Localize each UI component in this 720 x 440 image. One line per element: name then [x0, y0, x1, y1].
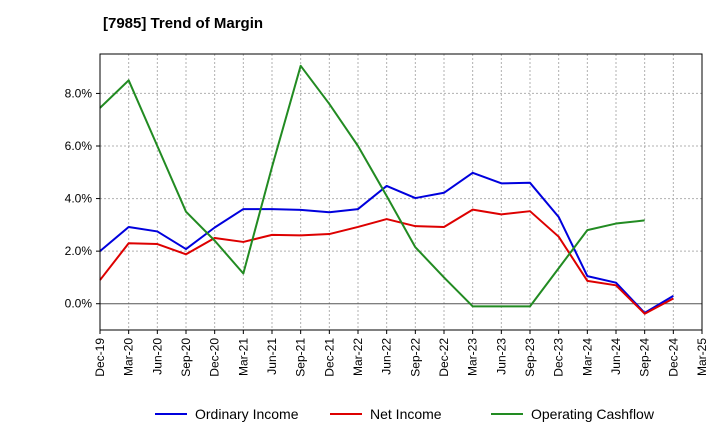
y-tick-label: 0.0% [65, 297, 93, 311]
x-tick-label: Dec-24 [666, 338, 680, 377]
y-tick-label: 2.0% [65, 244, 93, 258]
x-tick-label: Dec-23 [552, 338, 566, 377]
legend-label-operating-cashflow: Operating Cashflow [531, 406, 655, 422]
x-tick-label: Dec-20 [208, 338, 222, 377]
y-axis-ticks: 0.0% 2.0% 4.0% 6.0% 8.0% [65, 86, 100, 311]
legend: Ordinary Income Net Income Operating Cashf… [155, 406, 655, 422]
x-tick-label: Dec-21 [322, 338, 336, 377]
x-tick-label: Dec-22 [437, 338, 451, 377]
series-line-operating-cashflow [99, 64, 645, 308]
x-tick-label: Mar-22 [351, 338, 365, 376]
x-tick-label: Sep-24 [638, 338, 652, 377]
y-tick-label: 6.0% [65, 139, 93, 153]
x-tick-label: Jun-24 [609, 338, 623, 375]
x-tick-label: Jun-21 [265, 338, 279, 375]
legend-label-ordinary-income: Ordinary Income [195, 406, 299, 422]
x-tick-label: Jun-20 [150, 338, 164, 375]
x-tick-label: Mar-20 [122, 338, 136, 376]
x-tick-label: Mar-25 [695, 338, 709, 376]
x-tick-label: Sep-21 [294, 338, 308, 377]
y-tick-label: 8.0% [65, 86, 93, 100]
x-tick-label: Sep-22 [408, 338, 422, 377]
x-tick-label: Jun-22 [380, 338, 394, 375]
series-line-net-income [99, 208, 674, 315]
x-axis-ticks: Dec-19 Mar-20 Jun-20 Sep-20 Dec-20 Mar-21 Jun-… [93, 330, 709, 377]
x-tick-label: Dec-19 [93, 338, 107, 377]
series-line-ordinary-income [99, 171, 674, 314]
x-tick-label: Sep-23 [523, 338, 537, 377]
y-tick-label: 4.0% [65, 192, 93, 206]
x-tick-label: Mar-23 [466, 338, 480, 376]
x-tick-label: Mar-24 [580, 338, 594, 376]
series-layer [99, 64, 674, 315]
x-tick-label: Sep-20 [179, 338, 193, 377]
plot-area-frame [99, 53, 703, 331]
chart-title: [7985] Trend of Margin [103, 15, 264, 32]
x-tick-label: Mar-21 [236, 338, 250, 376]
x-tick-label: Jun-23 [494, 338, 508, 375]
legend-label-net-income: Net Income [370, 406, 442, 422]
